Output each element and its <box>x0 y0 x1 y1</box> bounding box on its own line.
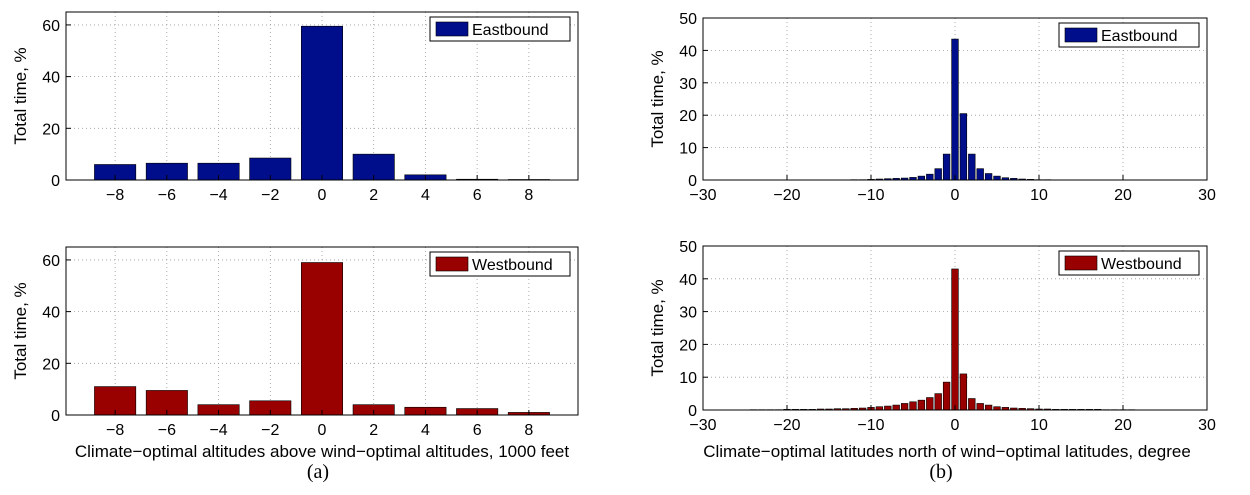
chart-2-legend-label: Westbound <box>472 257 553 274</box>
chart-2-ytick-label: 20 <box>42 356 60 373</box>
chart-4-bar <box>892 404 900 411</box>
chart-3-ytick-label: 50 <box>679 11 697 28</box>
chart-3-xtick-label: −30 <box>689 187 716 204</box>
chart-1-panel: −8 −6 −4 −2 0 2 4 6 8 0 20 40 60 Total time, % Eastbou… <box>11 11 579 204</box>
chart-1-xtick-label: −2 <box>261 187 279 204</box>
chart-2-xtick-label: 8 <box>524 422 533 439</box>
chart-2-xtick-label: 0 <box>318 422 327 439</box>
chart-2-xtick-label: −6 <box>158 422 176 439</box>
chart-3-bar <box>942 153 951 181</box>
chart-4-xtick-label: 0 <box>951 417 960 434</box>
chart-1-bar <box>301 25 343 181</box>
chart-4-ytick-label: 40 <box>679 272 697 289</box>
chart-4-xlabel: Climate−optimal latitudes north of wind−… <box>703 442 1191 461</box>
chart-4-ytick-label: 10 <box>679 370 697 387</box>
chart-3-bar <box>968 153 976 181</box>
chart-4-bar <box>900 403 909 411</box>
chart-2-bar <box>301 262 343 416</box>
chart-2-ylabel: Total time, % <box>11 282 30 379</box>
chart-1-ytick-label: 20 <box>42 121 60 138</box>
chart-1-legend-swatch <box>435 21 469 37</box>
chart-4-bar <box>917 399 926 411</box>
chart-1-xtick-label: 8 <box>524 187 533 204</box>
chart-1-xtick-label: −4 <box>209 187 227 204</box>
chart-4-xtick-label: −20 <box>773 417 800 434</box>
chart-4-ytick-label: 30 <box>679 305 697 322</box>
chart-4-bar <box>926 397 934 411</box>
chart-4-bar <box>951 268 959 411</box>
chart-4-ytick-label: 20 <box>679 337 697 354</box>
chart-4-bar <box>976 403 984 411</box>
chart-3-ytick-label: 20 <box>679 108 697 125</box>
chart-1-xtick-label: 4 <box>421 187 430 204</box>
chart-3-bar <box>917 175 926 181</box>
chart-3-bar <box>993 175 1001 181</box>
chart-4-xtick-label: −10 <box>857 417 884 434</box>
chart-4-bar <box>968 398 976 411</box>
chart-1-xtick-label: 6 <box>473 187 482 204</box>
chart-3-ytick-label: 40 <box>679 43 697 60</box>
chart-3-bar <box>926 173 934 181</box>
chart-4-bar <box>934 393 942 411</box>
chart-1-legend-label: Eastbound <box>472 22 549 39</box>
chart-2-ytick-label: 0 <box>51 408 60 425</box>
chart-4-ytick-label: 50 <box>679 239 697 256</box>
chart-4-xtick-label: 10 <box>1030 417 1048 434</box>
chart-2-panel: −8 −6 −4 −2 0 2 4 6 8 0 20 40 60 Total time, % Climate… <box>11 246 579 461</box>
chart-3-xtick-label: −20 <box>773 187 800 204</box>
chart-1-ylabel: Total time, % <box>11 47 30 144</box>
chart-3-ylabel: Total time, % <box>648 50 667 147</box>
chart-3-ytick-label: 30 <box>679 76 697 93</box>
chart-4-bar <box>884 405 892 411</box>
chart-1-ytick-label: 0 <box>51 173 60 190</box>
chart-3-bar <box>951 38 959 181</box>
chart-4-bar <box>942 381 951 411</box>
chart-4-bar <box>959 373 968 411</box>
chart-2-xtick-label: 4 <box>421 422 430 439</box>
chart-4-xtick-label: 30 <box>1198 417 1216 434</box>
chart-3-bar <box>976 168 984 181</box>
chart-2-xtick-label: 2 <box>369 422 378 439</box>
chart-2-xlabel: Climate−optimal altitudes above wind−opt… <box>75 442 570 461</box>
chart-2-ytick-label: 40 <box>42 305 60 322</box>
chart-2-ytick-label: 60 <box>42 253 60 270</box>
chart-1-ytick-label: 60 <box>42 18 60 35</box>
chart-4-xtick-label: −30 <box>689 417 716 434</box>
chart-3-bar <box>934 168 942 181</box>
chart-3-legend-box <box>1058 22 1200 48</box>
chart-4-legend-swatch <box>1064 255 1098 271</box>
chart-2-xtick-label: −4 <box>209 422 227 439</box>
caption-a: (a) <box>307 461 329 483</box>
chart-3-xtick-label: 30 <box>1198 187 1216 204</box>
chart-3-xtick-label: 20 <box>1114 187 1132 204</box>
chart-3-legend-swatch <box>1064 27 1098 43</box>
chart-2-xtick-label: −8 <box>106 422 124 439</box>
chart-1-xtick-label: 0 <box>318 187 327 204</box>
chart-2-xtick-label: 6 <box>473 422 482 439</box>
chart-4-ytick-label: 0 <box>688 403 697 420</box>
chart-3-xtick-label: 0 <box>951 187 960 204</box>
chart-4-panel: −30 −20 −10 0 10 20 30 0 10 20 30 40 50 Total time, %… <box>648 239 1216 461</box>
chart-3-ytick-label: 0 <box>688 173 697 190</box>
chart-4-ylabel: Total time, % <box>648 279 667 376</box>
chart-4-legend-label: Westbound <box>1101 256 1182 273</box>
chart-1-ytick-label: 40 <box>42 70 60 87</box>
chart-3-bar <box>959 113 968 181</box>
chart-3-ytick-label: 10 <box>679 141 697 158</box>
chart-3-panel: −30 −20 −10 0 10 20 30 0 10 20 30 40 50 Total time, %… <box>648 11 1216 204</box>
chart-2-legend-swatch <box>435 256 469 272</box>
caption-b: (b) <box>929 461 952 483</box>
chart-4-bar <box>909 401 917 411</box>
chart-1-xtick-label: −8 <box>106 187 124 204</box>
chart-1-xtick-label: 2 <box>369 187 378 204</box>
chart-3-xtick-label: −10 <box>857 187 884 204</box>
chart-3-legend-label: Eastbound <box>1101 28 1178 45</box>
chart-4-xtick-label: 20 <box>1114 417 1132 434</box>
chart-1-xtick-label: −6 <box>158 187 176 204</box>
chart-2-xtick-label: −2 <box>261 422 279 439</box>
chart-3-xtick-label: 10 <box>1030 187 1048 204</box>
chart-4-bar <box>984 404 993 411</box>
chart-3-bar <box>984 173 993 181</box>
